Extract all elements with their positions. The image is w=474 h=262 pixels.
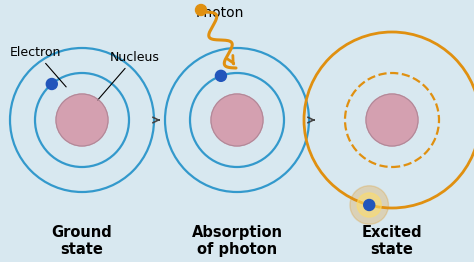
Text: Nucleus: Nucleus: [98, 51, 160, 100]
Circle shape: [46, 79, 57, 90]
Circle shape: [366, 94, 418, 146]
Text: Ground
state: Ground state: [52, 225, 112, 257]
Circle shape: [56, 94, 108, 146]
Circle shape: [195, 4, 207, 15]
Circle shape: [211, 94, 263, 146]
Circle shape: [357, 193, 381, 217]
Text: Excited
state: Excited state: [362, 225, 422, 257]
Circle shape: [350, 186, 389, 224]
Text: Absorption
of photon: Absorption of photon: [191, 225, 283, 257]
Text: Electron: Electron: [10, 46, 66, 87]
Text: Photon: Photon: [196, 6, 244, 20]
Circle shape: [364, 199, 375, 210]
Circle shape: [215, 70, 227, 81]
